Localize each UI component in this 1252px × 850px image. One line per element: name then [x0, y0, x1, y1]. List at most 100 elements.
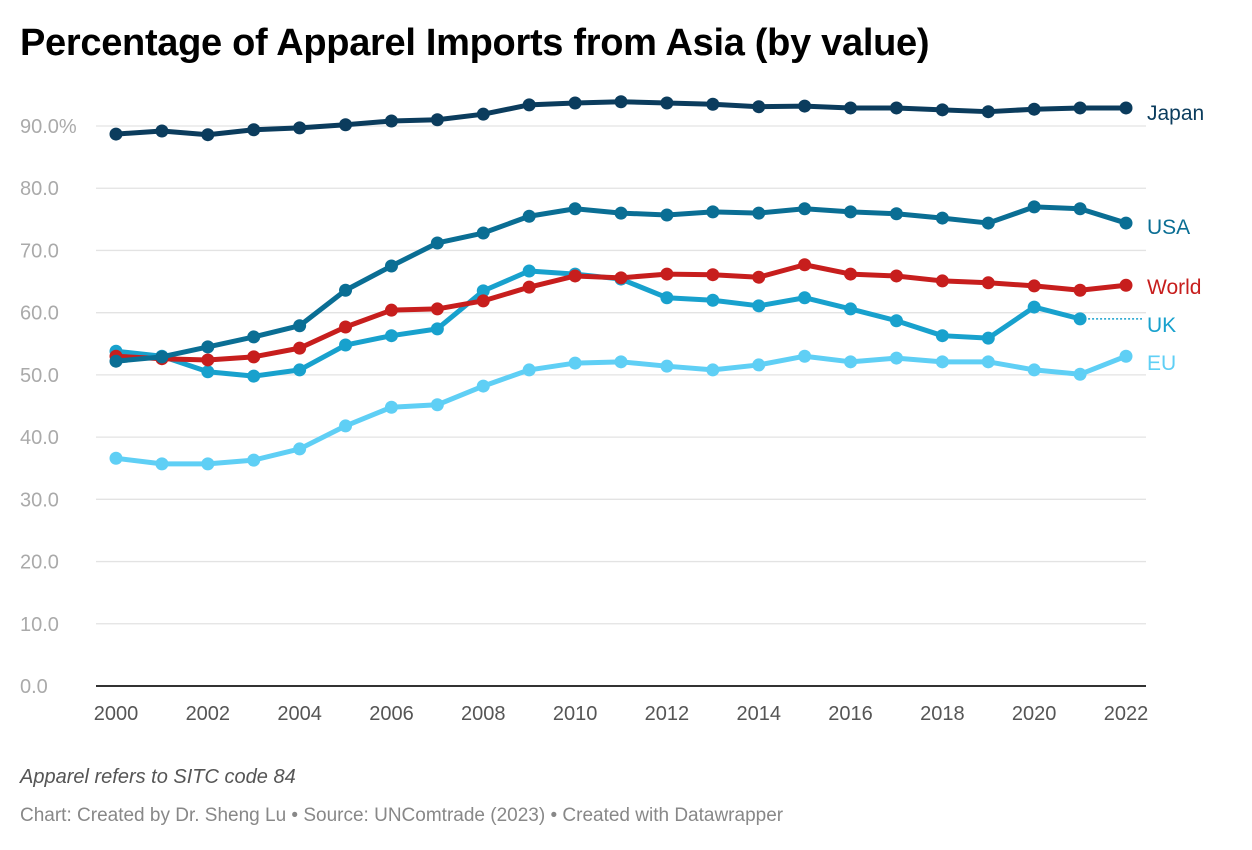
data-point-japan: [430, 113, 444, 127]
data-point-japan: [384, 114, 398, 128]
data-point-usa: [660, 208, 674, 222]
data-point-world: [798, 258, 812, 272]
data-point-japan: [247, 123, 261, 137]
data-point-usa: [752, 206, 766, 220]
data-point-eu: [293, 442, 307, 456]
data-point-world: [568, 269, 582, 283]
data-point-usa: [339, 283, 353, 297]
series-label-world: World: [1147, 276, 1201, 299]
y-tick-label: 40.0: [20, 427, 59, 449]
data-point-usa: [706, 205, 720, 219]
y-tick-label: 30.0: [20, 489, 59, 511]
data-point-japan: [201, 128, 215, 142]
data-point-japan: [522, 98, 536, 112]
data-point-usa: [798, 202, 812, 216]
data-point-world: [201, 353, 215, 367]
data-point-japan: [1073, 101, 1087, 115]
data-point-japan: [706, 97, 720, 111]
data-point-japan: [339, 118, 353, 132]
data-point-eu: [339, 419, 353, 433]
data-point-eu: [109, 451, 123, 465]
data-point-eu: [568, 356, 582, 370]
x-tick-label: 2014: [736, 703, 781, 725]
data-point-usa: [889, 207, 903, 221]
data-point-uk: [247, 369, 261, 383]
data-point-usa: [522, 209, 536, 223]
data-point-usa: [384, 259, 398, 273]
data-point-uk: [430, 322, 444, 336]
data-point-usa: [981, 216, 995, 230]
data-point-world: [844, 267, 858, 281]
data-point-uk: [1073, 312, 1087, 326]
data-point-japan: [1027, 102, 1041, 116]
chart-title: Percentage of Apparel Imports from Asia …: [20, 22, 930, 64]
data-point-uk: [752, 299, 766, 313]
series-label-usa: USA: [1147, 216, 1190, 239]
data-point-world: [339, 320, 353, 334]
data-point-uk: [798, 291, 812, 305]
data-point-world: [430, 302, 444, 316]
data-point-japan: [844, 101, 858, 115]
y-tick-label: 50.0: [20, 365, 59, 387]
data-point-uk: [293, 363, 307, 377]
y-tick-label: 20.0: [20, 552, 59, 574]
series-label-eu: EU: [1147, 352, 1176, 375]
data-point-japan: [568, 96, 582, 110]
data-point-usa: [1027, 200, 1041, 214]
data-point-japan: [1119, 101, 1133, 115]
data-point-uk: [384, 329, 398, 343]
data-point-eu: [476, 379, 490, 393]
data-point-usa: [430, 236, 444, 250]
data-point-japan: [889, 101, 903, 115]
x-tick-label: 2004: [277, 703, 322, 725]
data-point-japan: [981, 105, 995, 119]
data-point-japan: [798, 99, 812, 113]
x-tick-label: 2020: [1012, 703, 1057, 725]
data-point-world: [293, 341, 307, 355]
data-point-japan: [476, 107, 490, 121]
data-point-japan: [155, 124, 169, 138]
x-tick-label: 2016: [828, 703, 873, 725]
data-point-world: [1027, 279, 1041, 293]
data-point-usa: [614, 206, 628, 220]
data-point-uk: [339, 338, 353, 352]
data-point-uk: [201, 365, 215, 379]
data-point-usa: [155, 350, 169, 364]
data-point-uk: [1027, 300, 1041, 314]
data-point-world: [522, 280, 536, 294]
data-point-uk: [981, 331, 995, 345]
y-tick-label: 10.0: [20, 614, 59, 636]
data-point-eu: [981, 355, 995, 369]
data-point-usa: [1073, 202, 1087, 216]
data-point-world: [1073, 283, 1087, 297]
y-tick-label: 80.0: [20, 178, 59, 200]
y-tick-label: 60.0: [20, 303, 59, 325]
data-point-eu: [1119, 349, 1133, 363]
y-tick-label: 70.0: [20, 240, 59, 262]
data-point-world: [981, 276, 995, 290]
data-point-eu: [660, 359, 674, 373]
x-tick-label: 2000: [94, 703, 139, 725]
data-point-eu: [614, 355, 628, 369]
data-point-eu: [522, 363, 536, 377]
data-point-japan: [293, 121, 307, 135]
x-tick-label: 2002: [186, 703, 231, 725]
data-point-uk: [844, 302, 858, 316]
data-point-usa: [476, 226, 490, 240]
data-point-uk: [660, 291, 674, 305]
data-point-uk: [476, 284, 490, 298]
data-point-world: [889, 269, 903, 283]
data-point-eu: [247, 453, 261, 467]
data-point-eu: [706, 363, 720, 377]
data-point-japan: [660, 96, 674, 110]
data-point-japan: [935, 103, 949, 117]
x-tick-label: 2018: [920, 703, 965, 725]
data-point-eu: [889, 351, 903, 365]
data-point-eu: [1073, 367, 1087, 381]
data-point-eu: [430, 398, 444, 412]
data-point-usa: [844, 205, 858, 219]
data-point-eu: [752, 358, 766, 372]
data-point-eu: [798, 349, 812, 363]
series-label-japan: Japan: [1147, 102, 1204, 125]
